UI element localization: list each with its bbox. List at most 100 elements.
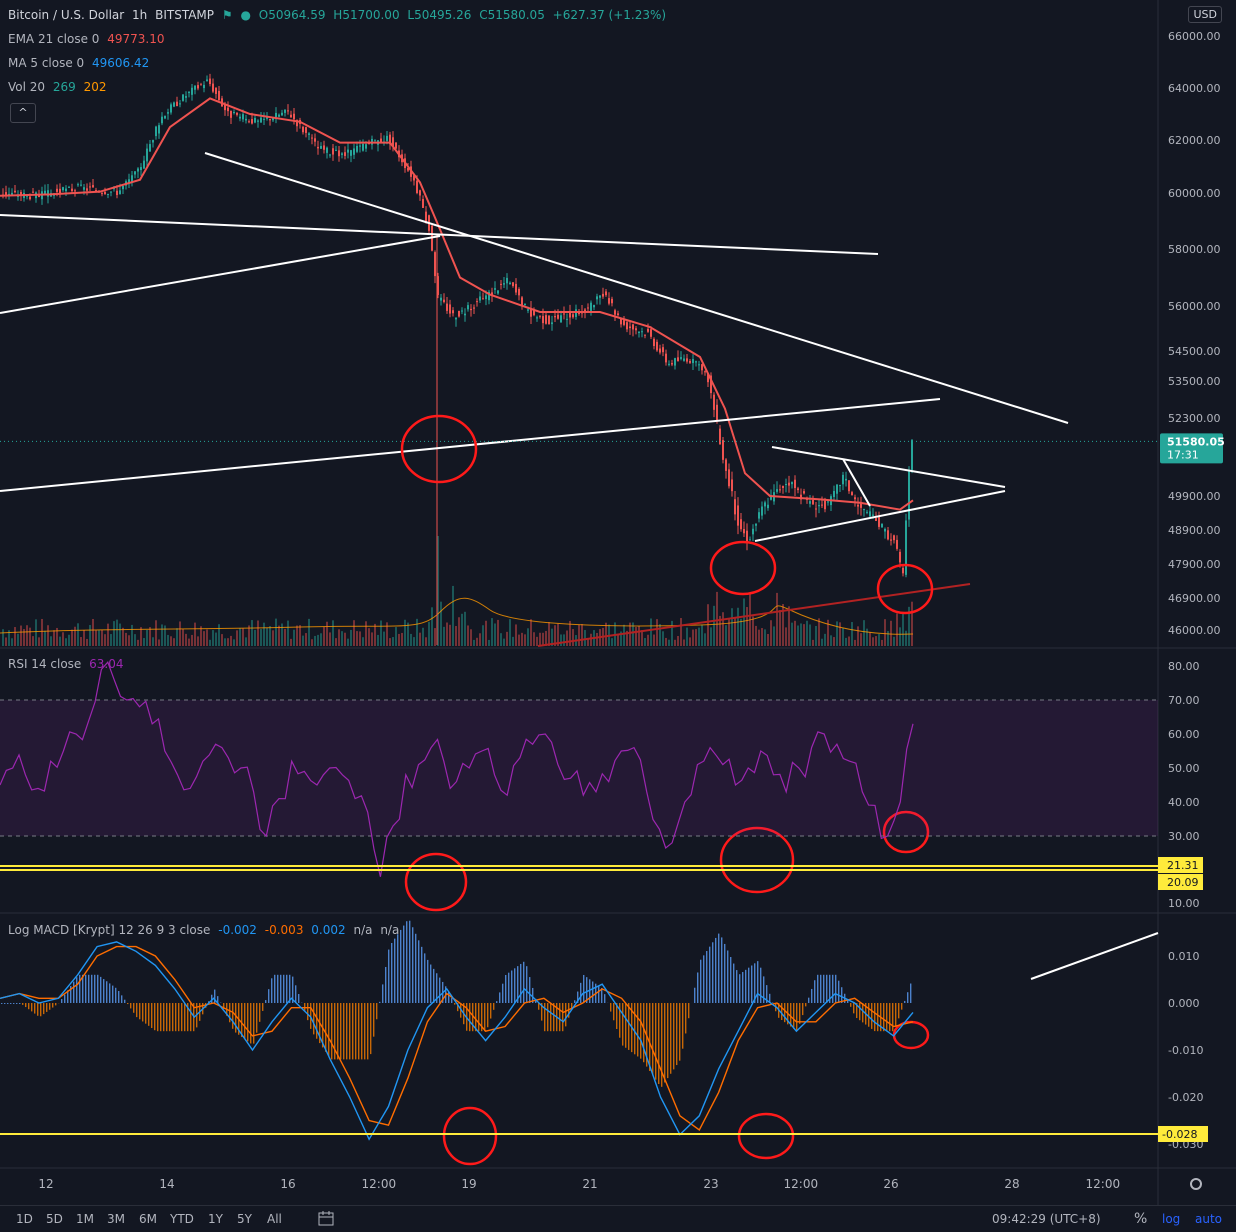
candle-body <box>32 192 34 193</box>
range-1d[interactable]: 1D <box>16 1212 33 1226</box>
candle-body <box>608 298 610 304</box>
volume-bar <box>335 638 337 646</box>
volume-bar <box>350 630 352 646</box>
volume-bar <box>254 630 256 646</box>
macd-histogram-bar <box>451 998 452 1003</box>
candle-body <box>905 520 907 574</box>
volume-bar <box>278 626 280 646</box>
candle-body <box>323 145 325 149</box>
rsi-legend[interactable]: RSI 14 close 63.04 <box>8 657 128 671</box>
currency-badge[interactable]: USD <box>1188 6 1222 23</box>
macd-histogram-bar <box>7 1003 8 1004</box>
macd-histogram-bar <box>712 942 713 1003</box>
volume-bar <box>149 627 151 646</box>
volume-bar <box>14 627 16 646</box>
volume-bar <box>221 634 223 646</box>
candle-body <box>302 127 304 132</box>
symbol-legend[interactable]: Bitcoin / U.S. Dollar 1h BITSTAMP ⚑ ● O5… <box>8 8 670 22</box>
rsi-value: 63.04 <box>89 657 123 671</box>
macd-histogram-bar <box>136 1003 137 1017</box>
volume-bar <box>365 621 367 646</box>
candle-body <box>602 294 604 297</box>
range-all[interactable]: All <box>267 1212 282 1226</box>
macd-histogram-bar <box>685 1003 686 1033</box>
candle-body <box>362 144 364 151</box>
percent-toggle[interactable]: % <box>1134 1211 1147 1227</box>
volume-bar <box>155 620 157 646</box>
range-ytd[interactable]: YTD <box>170 1212 194 1226</box>
macd-legend[interactable]: Log MACD [Krypt] 12 26 9 3 close -0.002 … <box>8 923 403 937</box>
log-toggle[interactable]: log <box>1162 1212 1180 1226</box>
volume-bar <box>767 634 769 646</box>
volume-bar <box>230 636 232 646</box>
volume-bar <box>137 640 139 646</box>
candle-body <box>605 291 607 295</box>
trend-line <box>843 459 870 506</box>
candle-body <box>422 199 424 208</box>
macd-histogram-bar <box>562 1003 563 1031</box>
range-6m[interactable]: 6M <box>139 1212 157 1226</box>
range-5d[interactable]: 5D <box>46 1212 63 1226</box>
volume-bar <box>20 626 22 646</box>
calendar-icon[interactable] <box>318 1210 334 1229</box>
macd-histogram-bar <box>739 974 740 1003</box>
collapse-legend-button[interactable]: ^ <box>10 103 36 123</box>
volume-bar <box>836 621 838 646</box>
range-5y[interactable]: 5Y <box>237 1212 252 1226</box>
candle-body <box>563 313 565 314</box>
candle-body <box>887 530 889 539</box>
macd-histogram-bar <box>679 1003 680 1061</box>
candle-body <box>206 80 208 82</box>
volume-bar <box>398 634 400 646</box>
candle-body <box>140 167 142 170</box>
trend-line <box>0 215 878 254</box>
interval-label: 1h <box>132 8 147 22</box>
macd-histogram-bar <box>817 975 818 1003</box>
macd-histogram-bar <box>316 1003 317 1039</box>
volume-bar <box>374 624 376 646</box>
volume-bar <box>356 631 358 646</box>
price-tick-label: 47900.00 <box>1168 558 1221 571</box>
vol-label: Vol 20 <box>8 80 45 94</box>
volume-bar <box>44 631 46 646</box>
candle-body <box>464 314 466 316</box>
volume-bar <box>710 627 712 646</box>
auto-toggle[interactable]: auto <box>1195 1212 1222 1226</box>
volume-bar <box>440 602 442 646</box>
candle-body <box>500 284 502 285</box>
candle-body <box>662 347 664 352</box>
volume-bar <box>425 637 427 646</box>
macd-histogram-bar <box>703 955 704 1003</box>
range-1m[interactable]: 1M <box>76 1212 94 1226</box>
range-3m[interactable]: 3M <box>107 1212 125 1226</box>
candle-body <box>179 103 181 104</box>
volume-bar <box>704 633 706 646</box>
clock-timezone[interactable]: 09:42:29 (UTC+8) <box>992 1212 1101 1226</box>
macd-histogram-bar <box>709 947 710 1003</box>
macd-histogram-bar <box>652 1003 653 1075</box>
ema-legend[interactable]: EMA 21 close 0 49773.10 <box>8 32 169 46</box>
volume-bar <box>896 613 898 646</box>
ema-value: 49773.10 <box>107 32 164 46</box>
macd-histogram-bar <box>808 998 809 1003</box>
candle-body <box>455 318 457 320</box>
candle-body <box>776 489 778 492</box>
candle-body <box>827 501 829 502</box>
macd-histogram-bar <box>25 1003 26 1007</box>
macd-histogram-bar <box>313 1003 314 1034</box>
volume-bar <box>800 623 802 646</box>
volume-bar <box>224 638 226 646</box>
candle-body <box>839 485 841 486</box>
volume-bar <box>488 640 490 646</box>
range-1y[interactable]: 1Y <box>208 1212 223 1226</box>
macd-histogram-bar <box>835 975 836 1003</box>
candle-body <box>386 136 388 141</box>
macd-histogram-bar <box>373 1003 374 1037</box>
volume-bar <box>668 640 670 646</box>
candle-body <box>590 303 592 311</box>
macd-histogram-bar <box>904 1001 905 1003</box>
candle-body <box>284 110 286 113</box>
ma-legend[interactable]: MA 5 close 0 49606.42 <box>8 56 153 70</box>
vol-legend[interactable]: Vol 20 269 202 <box>8 80 111 94</box>
